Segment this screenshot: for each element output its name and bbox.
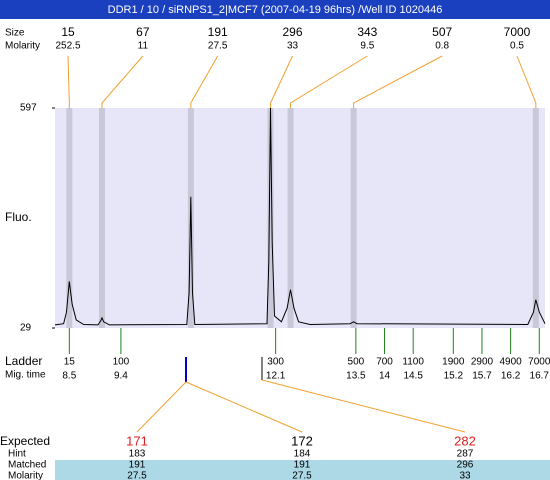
ladder-time: 13.5	[346, 371, 366, 382]
ladder-time: 15.2	[444, 371, 464, 382]
table-cell: 27.5	[292, 471, 312, 480]
ladder-time: 8.5	[62, 371, 76, 382]
table-row-label: Molarity	[8, 471, 43, 480]
matched-row-bg	[55, 460, 550, 471]
peak-molarity: 0.8	[435, 41, 449, 52]
ladder-size: 100	[113, 357, 130, 368]
ladder-row-label: Ladder	[5, 354, 42, 368]
ladder-time: 16.7	[530, 371, 550, 382]
peak-leader	[516, 55, 537, 108]
ladder-size: 15	[64, 357, 76, 368]
table-cell: 191	[294, 460, 311, 471]
y-tick-label: 29	[20, 323, 32, 334]
peak-leader	[101, 55, 144, 108]
ladder-time: 14	[379, 371, 391, 382]
peak-leader	[290, 55, 368, 108]
peak-leader	[353, 55, 443, 108]
peak-leader	[269, 55, 293, 108]
table-cell: 191	[129, 460, 146, 471]
title: DDR1 / 10 / siRNPS1_2|MCF7 (2007-04-19 9…	[108, 4, 443, 16]
peak-size: 296	[282, 25, 302, 39]
ladder-size: 4900	[499, 357, 522, 368]
ladder-size: 300	[267, 357, 284, 368]
plot-area	[55, 108, 545, 328]
table-cell: 183	[129, 449, 146, 460]
y-tick-label: 597	[20, 103, 37, 114]
peak-leader	[67, 55, 70, 108]
title-bar	[0, 0, 550, 19]
peak-band	[66, 108, 73, 328]
peak-band	[287, 108, 294, 328]
peak-band	[532, 108, 539, 328]
molarity-row-bg	[55, 471, 550, 480]
ladder-size: 700	[376, 357, 393, 368]
ladder-size: 1900	[442, 357, 465, 368]
table-cell: 171	[126, 433, 148, 448]
ladder-row-label: Mig. time	[5, 370, 46, 381]
peak-size: 15	[61, 25, 75, 39]
row-label: Molarity	[5, 41, 40, 52]
table-cell: 287	[457, 449, 474, 460]
peak-molarity: 27.5	[208, 41, 228, 52]
connector	[261, 379, 466, 433]
peak-molarity: 11	[138, 41, 149, 52]
peak-molarity: 252.5	[55, 41, 80, 52]
table-cell: 33	[459, 471, 471, 480]
ladder-size: 500	[348, 357, 365, 368]
table-cell: 27.5	[127, 471, 147, 480]
table-cell: 172	[291, 433, 313, 448]
peak-size: 507	[432, 25, 452, 39]
table-row-label: Expected	[0, 434, 50, 448]
table-row-label: Hint	[8, 449, 26, 460]
ladder-time: 9.4	[114, 371, 128, 382]
peak-size: 191	[208, 25, 228, 39]
ladder-time: 14.5	[403, 371, 423, 382]
ladder-time: 15.7	[472, 371, 492, 382]
ladder-time: 16.2	[501, 371, 521, 382]
trace	[54, 107, 546, 326]
ladder-size: 2900	[471, 357, 494, 368]
peak-size: 343	[357, 25, 377, 39]
ladder-time: 12.1	[266, 371, 286, 382]
peak-band	[350, 108, 357, 328]
peak-leader	[190, 55, 219, 108]
y-axis-label: Fluo.	[5, 210, 32, 224]
peak-size: 7000	[504, 25, 531, 39]
row-label: Size	[5, 28, 25, 39]
connector	[136, 381, 187, 433]
peak-band	[98, 108, 105, 328]
table-cell: 296	[457, 460, 474, 471]
peak-molarity: 9.5	[360, 41, 374, 52]
ladder-size: 7000	[528, 357, 550, 368]
peak-band	[267, 108, 274, 328]
table-cell: 184	[294, 449, 311, 460]
peak-size: 67	[136, 25, 150, 39]
peak-molarity: 0.5	[510, 41, 524, 52]
table-row-label: Matched	[8, 460, 46, 471]
table-cell: 282	[454, 433, 476, 448]
peak-molarity: 33	[287, 41, 299, 52]
ladder-size: 1100	[402, 357, 424, 368]
connector	[185, 381, 303, 433]
